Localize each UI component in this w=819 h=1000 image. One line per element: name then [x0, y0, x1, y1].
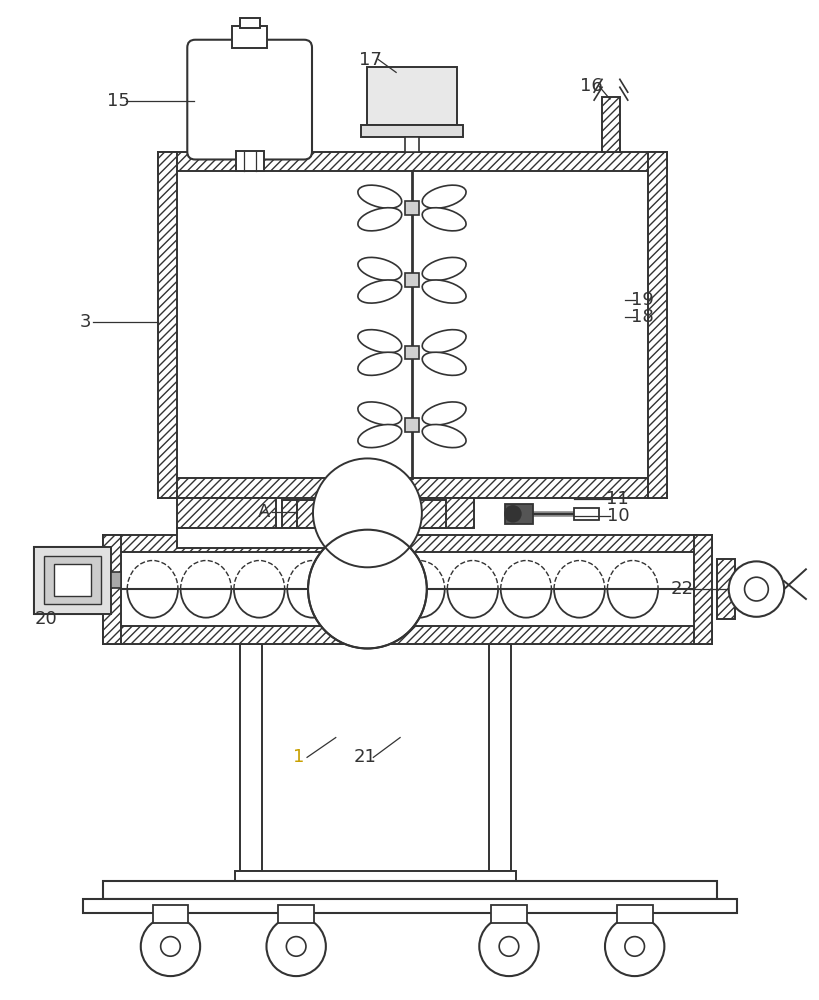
Circle shape	[308, 530, 427, 648]
Circle shape	[605, 917, 664, 976]
Bar	[405, 273, 419, 287]
Bar	[103, 881, 717, 899]
Bar	[617, 905, 653, 923]
Ellipse shape	[423, 330, 466, 353]
Bar	[297, 500, 377, 528]
Circle shape	[479, 917, 539, 976]
Text: 18: 18	[631, 308, 654, 326]
Bar	[236, 151, 264, 171]
Text: 15: 15	[106, 92, 129, 110]
Ellipse shape	[423, 352, 466, 375]
Bar	[157, 152, 667, 171]
Bar	[505, 504, 532, 524]
Bar	[103, 535, 712, 552]
Bar	[121, 552, 694, 626]
Text: 22: 22	[671, 580, 694, 598]
Ellipse shape	[358, 257, 402, 281]
Bar	[111, 572, 121, 588]
Text: 1: 1	[293, 748, 305, 766]
Bar	[360, 125, 464, 137]
Bar	[152, 905, 188, 923]
Text: A: A	[258, 503, 270, 521]
Ellipse shape	[358, 352, 402, 375]
Bar	[574, 508, 599, 520]
Circle shape	[161, 937, 180, 956]
Bar	[43, 556, 102, 604]
FancyBboxPatch shape	[188, 40, 312, 160]
Ellipse shape	[423, 257, 466, 281]
Bar	[178, 528, 405, 548]
Bar	[103, 535, 121, 644]
Ellipse shape	[423, 280, 466, 303]
Circle shape	[729, 561, 784, 617]
Bar	[240, 18, 260, 28]
Text: 3: 3	[79, 313, 91, 331]
Ellipse shape	[358, 424, 402, 448]
Bar	[178, 498, 276, 528]
Bar	[489, 644, 511, 871]
Ellipse shape	[423, 208, 466, 231]
Circle shape	[499, 937, 518, 956]
Bar	[34, 547, 111, 614]
Bar	[602, 97, 620, 152]
Circle shape	[313, 458, 422, 567]
Bar	[283, 500, 297, 528]
Ellipse shape	[423, 185, 466, 208]
Text: 11: 11	[607, 490, 629, 508]
Bar	[157, 478, 667, 498]
Text: 16: 16	[580, 77, 603, 95]
Text: 19: 19	[631, 291, 654, 309]
Text: 21: 21	[354, 748, 377, 766]
Bar	[717, 559, 735, 619]
Ellipse shape	[358, 280, 402, 303]
Ellipse shape	[358, 208, 402, 231]
Ellipse shape	[358, 330, 402, 353]
Bar	[232, 26, 268, 48]
Circle shape	[287, 937, 306, 956]
Bar	[34, 547, 111, 614]
Bar	[54, 564, 91, 596]
Bar	[694, 535, 712, 644]
Bar	[377, 500, 416, 528]
Text: 10: 10	[607, 507, 629, 525]
Circle shape	[625, 937, 645, 956]
Circle shape	[505, 506, 521, 522]
Bar	[278, 905, 314, 923]
Bar	[235, 871, 516, 886]
Bar	[178, 171, 648, 478]
Circle shape	[141, 917, 200, 976]
Ellipse shape	[423, 402, 466, 425]
Bar	[648, 152, 667, 498]
Bar	[240, 644, 261, 871]
Bar	[368, 67, 456, 125]
Text: 20: 20	[34, 610, 57, 628]
Bar	[491, 905, 527, 923]
Bar	[405, 201, 419, 215]
Bar	[103, 626, 712, 644]
Bar	[157, 152, 178, 498]
Circle shape	[744, 577, 768, 601]
Bar	[395, 498, 474, 528]
Circle shape	[266, 917, 326, 976]
Bar	[84, 899, 736, 913]
Ellipse shape	[358, 185, 402, 208]
Bar	[416, 500, 446, 528]
Text: 17: 17	[359, 51, 382, 69]
Bar	[405, 137, 419, 152]
Bar	[405, 346, 419, 359]
Ellipse shape	[423, 424, 466, 448]
Ellipse shape	[358, 402, 402, 425]
Bar	[405, 418, 419, 432]
